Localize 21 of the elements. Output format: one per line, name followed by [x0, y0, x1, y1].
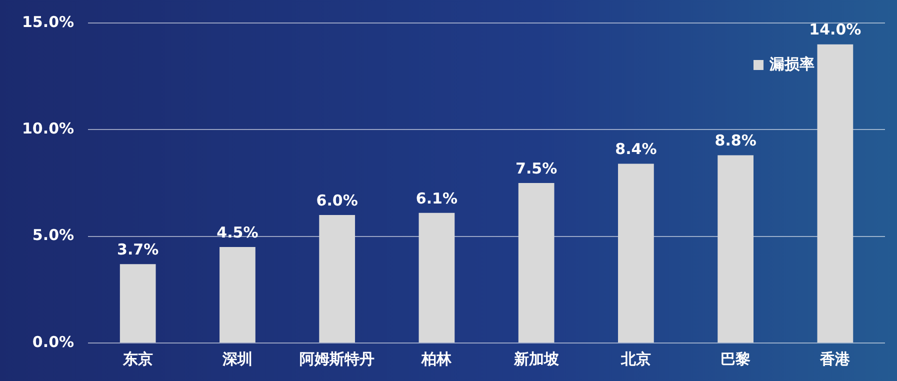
y-tick-label: 0.0% — [32, 332, 74, 351]
y-tick-label: 5.0% — [32, 226, 74, 244]
data-label: 6.1% — [416, 189, 458, 208]
x-tick-label: 东京 — [122, 350, 153, 368]
data-label: 14.0% — [809, 20, 862, 39]
x-tick-label: 阿姆斯特丹 — [300, 350, 375, 368]
data-label: 3.7% — [117, 240, 159, 258]
legend-label: 漏损率 — [768, 54, 814, 73]
x-tick-label: 深圳 — [221, 350, 252, 368]
data-label: 7.5% — [516, 159, 558, 178]
y-tick-label: 10.0% — [22, 120, 74, 138]
data-label: 4.5% — [216, 223, 258, 242]
data-label: 8.4% — [615, 140, 657, 158]
y-tick-label: 15.0% — [22, 12, 74, 31]
x-tick-label: 新加坡 — [512, 350, 560, 368]
x-tick-label: 巴黎 — [720, 350, 751, 368]
data-label: 6.0% — [316, 191, 358, 210]
x-tick-label: 北京 — [620, 350, 651, 368]
data-label: 8.8% — [714, 132, 756, 150]
x-tick-label: 柏林 — [420, 350, 453, 368]
x-tick-label: 香港 — [819, 350, 852, 368]
